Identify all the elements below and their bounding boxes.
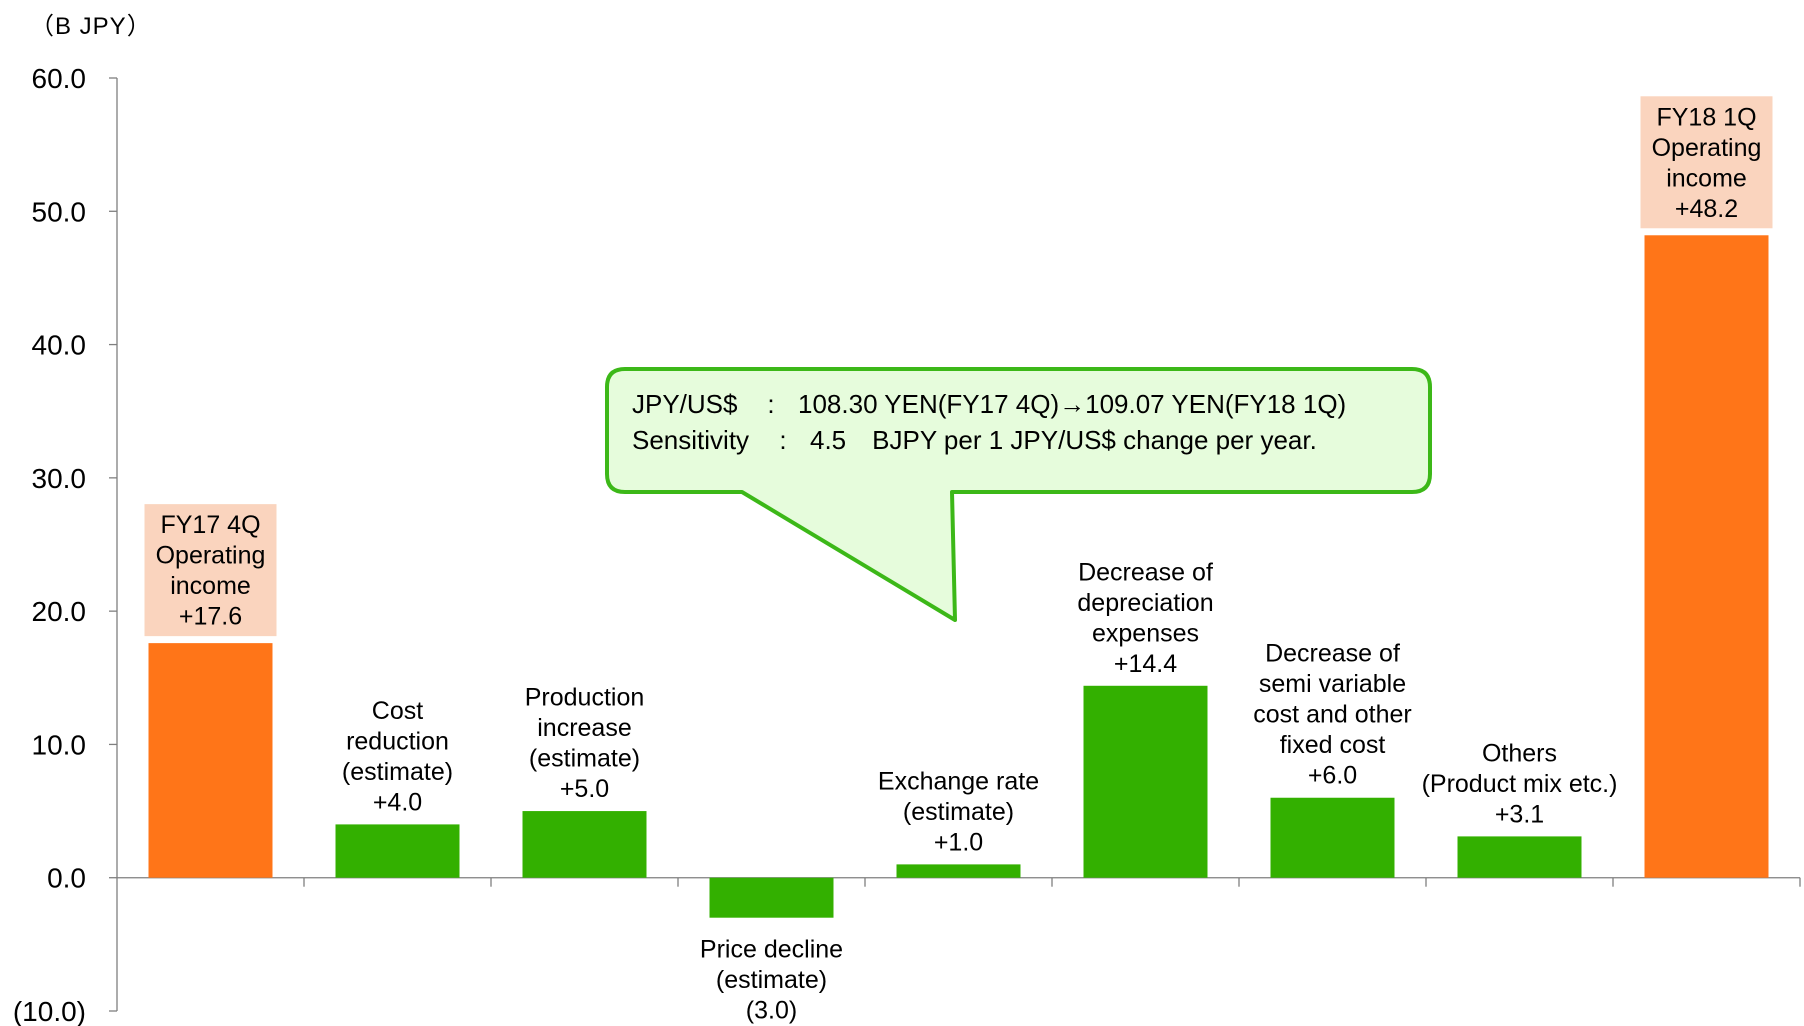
- callout-line1-key: JPY/US$: [632, 389, 738, 419]
- data-label-line: (Product mix etc.): [1422, 770, 1618, 798]
- data-label-line: Exchange rate: [878, 767, 1039, 795]
- data-label-line: FY18 1Q: [1656, 103, 1756, 131]
- callout-bubble: [605, 367, 1432, 622]
- y-tick-label: 30.0: [32, 463, 87, 494]
- bar: [1083, 685, 1208, 878]
- callout-line1-sep: :: [767, 389, 774, 419]
- data-label-line: income: [170, 572, 251, 600]
- callout-line2-sep: :: [779, 425, 786, 455]
- data-label-line: +6.0: [1308, 762, 1357, 790]
- data-label-line: cost and other: [1253, 701, 1411, 729]
- data-label-line: Price decline: [700, 936, 843, 964]
- data-label-line: reduction: [346, 727, 449, 755]
- y-tick-label: 40.0: [32, 330, 87, 361]
- chart-data-labels: FY17 4QOperatingincome+17.6Costreduction…: [144, 96, 1773, 1025]
- bar: [709, 877, 834, 918]
- exchange-rate-callout: JPY/US$ : 108.30 YEN(FY17 4Q)→109.07 YEN…: [605, 367, 1432, 622]
- data-label-line: (estimate): [903, 798, 1014, 826]
- data-label-line: +5.0: [560, 775, 609, 803]
- data-label-line: Others: [1482, 739, 1557, 767]
- data-label-line: (estimate): [716, 966, 827, 994]
- bar: [335, 824, 460, 878]
- data-label-line: (3.0): [746, 997, 797, 1025]
- data-label-line: +1.0: [934, 828, 983, 856]
- callout-line1-value: 108.30 YEN(FY17 4Q)→109.07 YEN(FY18 1Q): [798, 389, 1346, 419]
- y-tick-label: 10.0: [32, 729, 87, 760]
- data-label-line: Decrease of: [1078, 558, 1213, 586]
- total-label-background: [1640, 96, 1773, 229]
- bar: [896, 864, 1021, 878]
- y-tick-label: 0.0: [47, 863, 86, 894]
- bar: [1457, 836, 1582, 878]
- data-label-line: semi variable: [1259, 670, 1406, 698]
- callout-line2-value: 4.5 BJPY per 1 JPY/US$ change per year.: [810, 425, 1317, 455]
- bar: [148, 643, 273, 878]
- data-label-line: Cost: [372, 697, 423, 725]
- data-label-line: depreciation: [1077, 589, 1213, 617]
- y-tick-label: 60.0: [32, 63, 87, 94]
- y-tick-label: (10.0): [13, 996, 86, 1026]
- y-tick-label: 50.0: [32, 196, 87, 227]
- data-label-line: (estimate): [529, 745, 640, 773]
- bar: [1644, 235, 1769, 878]
- data-label-line: fixed cost: [1280, 731, 1386, 759]
- data-label-line: Operating: [156, 542, 266, 570]
- data-label-line: (estimate): [342, 758, 453, 786]
- total-label-background: [144, 504, 277, 637]
- data-label-line: expenses: [1092, 619, 1199, 647]
- chart-bars: [148, 235, 1769, 918]
- data-label-line: Production: [525, 684, 645, 712]
- data-label-line: increase: [537, 714, 632, 742]
- data-label-line: Operating: [1652, 134, 1762, 162]
- data-label-line: +4.0: [373, 788, 422, 816]
- data-label-line: income: [1666, 164, 1747, 192]
- callout-line2-key: Sensitivity: [632, 425, 749, 455]
- data-label-line: Decrease of: [1265, 640, 1400, 668]
- y-tick-label: 20.0: [32, 596, 87, 627]
- bar: [522, 811, 647, 878]
- data-label-line: +48.2: [1675, 195, 1738, 223]
- data-label-line: +3.1: [1495, 800, 1544, 828]
- bar: [1270, 797, 1395, 878]
- data-label-line: +14.4: [1114, 650, 1177, 678]
- data-label-line: +17.6: [179, 603, 242, 631]
- data-label-line: FY17 4Q: [160, 511, 260, 539]
- y-axis-unit-label: （B JPY）: [30, 13, 152, 40]
